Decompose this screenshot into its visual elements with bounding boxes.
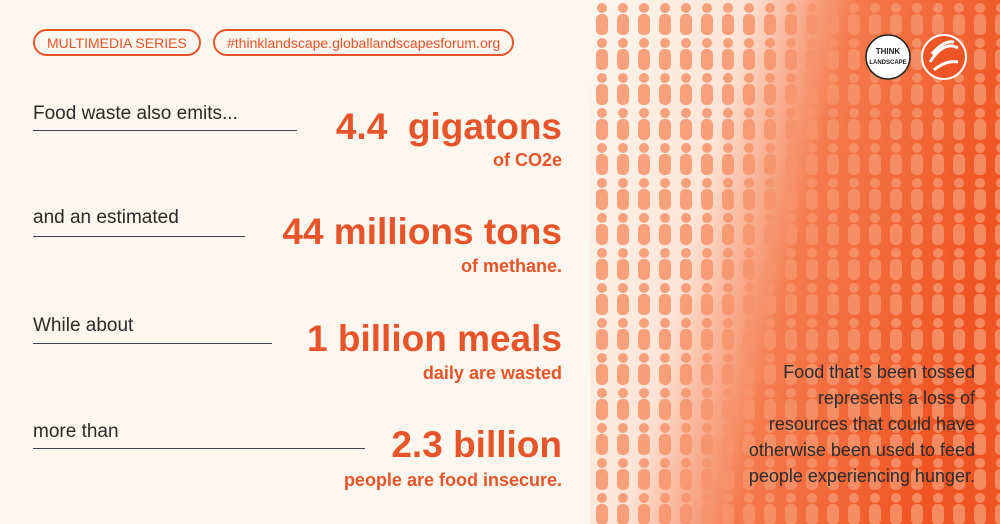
stat-caption: people are food insecure.	[343, 470, 562, 490]
side-text: otherwise been used to feed	[748, 440, 975, 460]
gbf-logo	[921, 34, 967, 80]
stat-lead: While about	[33, 315, 134, 336]
stat-figure: 4.4 gigatons	[335, 106, 562, 147]
stat-lead: and an estimated	[33, 207, 179, 228]
stat-caption: daily are wasted	[422, 363, 562, 383]
side-text: Food that’s been tossed	[783, 362, 975, 382]
side-text: represents a loss of	[817, 388, 975, 408]
stat-figure: 1 billion meals	[307, 318, 562, 359]
stat-lead: more than	[33, 421, 119, 442]
stat-caption: of methane.	[460, 256, 562, 276]
logo-text: THINK	[876, 47, 901, 56]
side-text: resources that could have	[768, 414, 975, 434]
stat-caption: of CO2e	[492, 150, 562, 170]
rule	[33, 130, 297, 131]
hashtag-tag: #thinklandscape.globallandscapesforum.or…	[213, 29, 515, 56]
side-text: people experiencing hunger.	[748, 466, 975, 486]
gbf-leaf	[928, 40, 959, 72]
stat-lead: Food waste also emits...	[33, 103, 238, 124]
logo-text: LANDSCAPE	[869, 60, 906, 66]
series-tag: MULTIMEDIA SERIES	[33, 29, 201, 56]
rule	[33, 236, 245, 237]
rule	[33, 448, 365, 449]
logo-circle	[865, 34, 911, 80]
stat-figure: 2.3 billion	[391, 424, 562, 465]
stat-figure: 44 millions tons	[282, 211, 562, 252]
rule	[33, 343, 272, 344]
people-pattern	[590, 0, 1000, 524]
